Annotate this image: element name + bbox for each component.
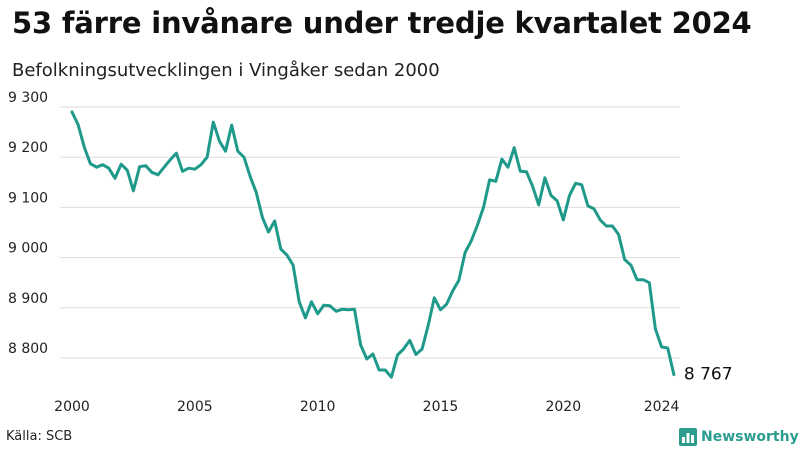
x-tick-label: 2005 xyxy=(177,399,213,415)
chart-title: 53 färre invånare under tredje kvartalet… xyxy=(12,6,752,40)
x-tick-label: 2024 xyxy=(644,399,680,415)
x-tick-label: 2010 xyxy=(300,399,336,415)
end-value-label: 8 767 xyxy=(684,365,733,385)
source-note: Källa: SCB xyxy=(6,429,73,444)
x-tick-label: 2015 xyxy=(423,399,459,415)
chart-subtitle: Befolkningsutvecklingen i Vingåker sedan… xyxy=(12,60,440,81)
y-tick-label: 9 300 xyxy=(8,90,48,106)
x-tick-label: 2000 xyxy=(54,399,90,415)
x-tick-label: 2020 xyxy=(545,399,581,415)
y-tick-label: 8 800 xyxy=(8,341,48,357)
series-layer xyxy=(70,110,676,379)
y-tick-label: 8 900 xyxy=(8,291,48,307)
y-tick-label: 9 100 xyxy=(8,190,48,206)
x-axis: 2000 2005 2010 2015 2020 2024 xyxy=(54,399,679,415)
y-axis: 8 800 8 900 9 000 9 100 9 200 9 300 xyxy=(8,90,48,357)
y-tick-label: 9 000 xyxy=(8,241,48,257)
newsworthy-logo: Newsworthy xyxy=(679,427,799,447)
y-tick-label: 9 200 xyxy=(8,140,48,156)
population-line xyxy=(70,110,676,379)
logo-text: Newsworthy xyxy=(701,429,799,445)
grid-lines xyxy=(60,106,680,359)
bar-chart-icon xyxy=(679,428,697,446)
